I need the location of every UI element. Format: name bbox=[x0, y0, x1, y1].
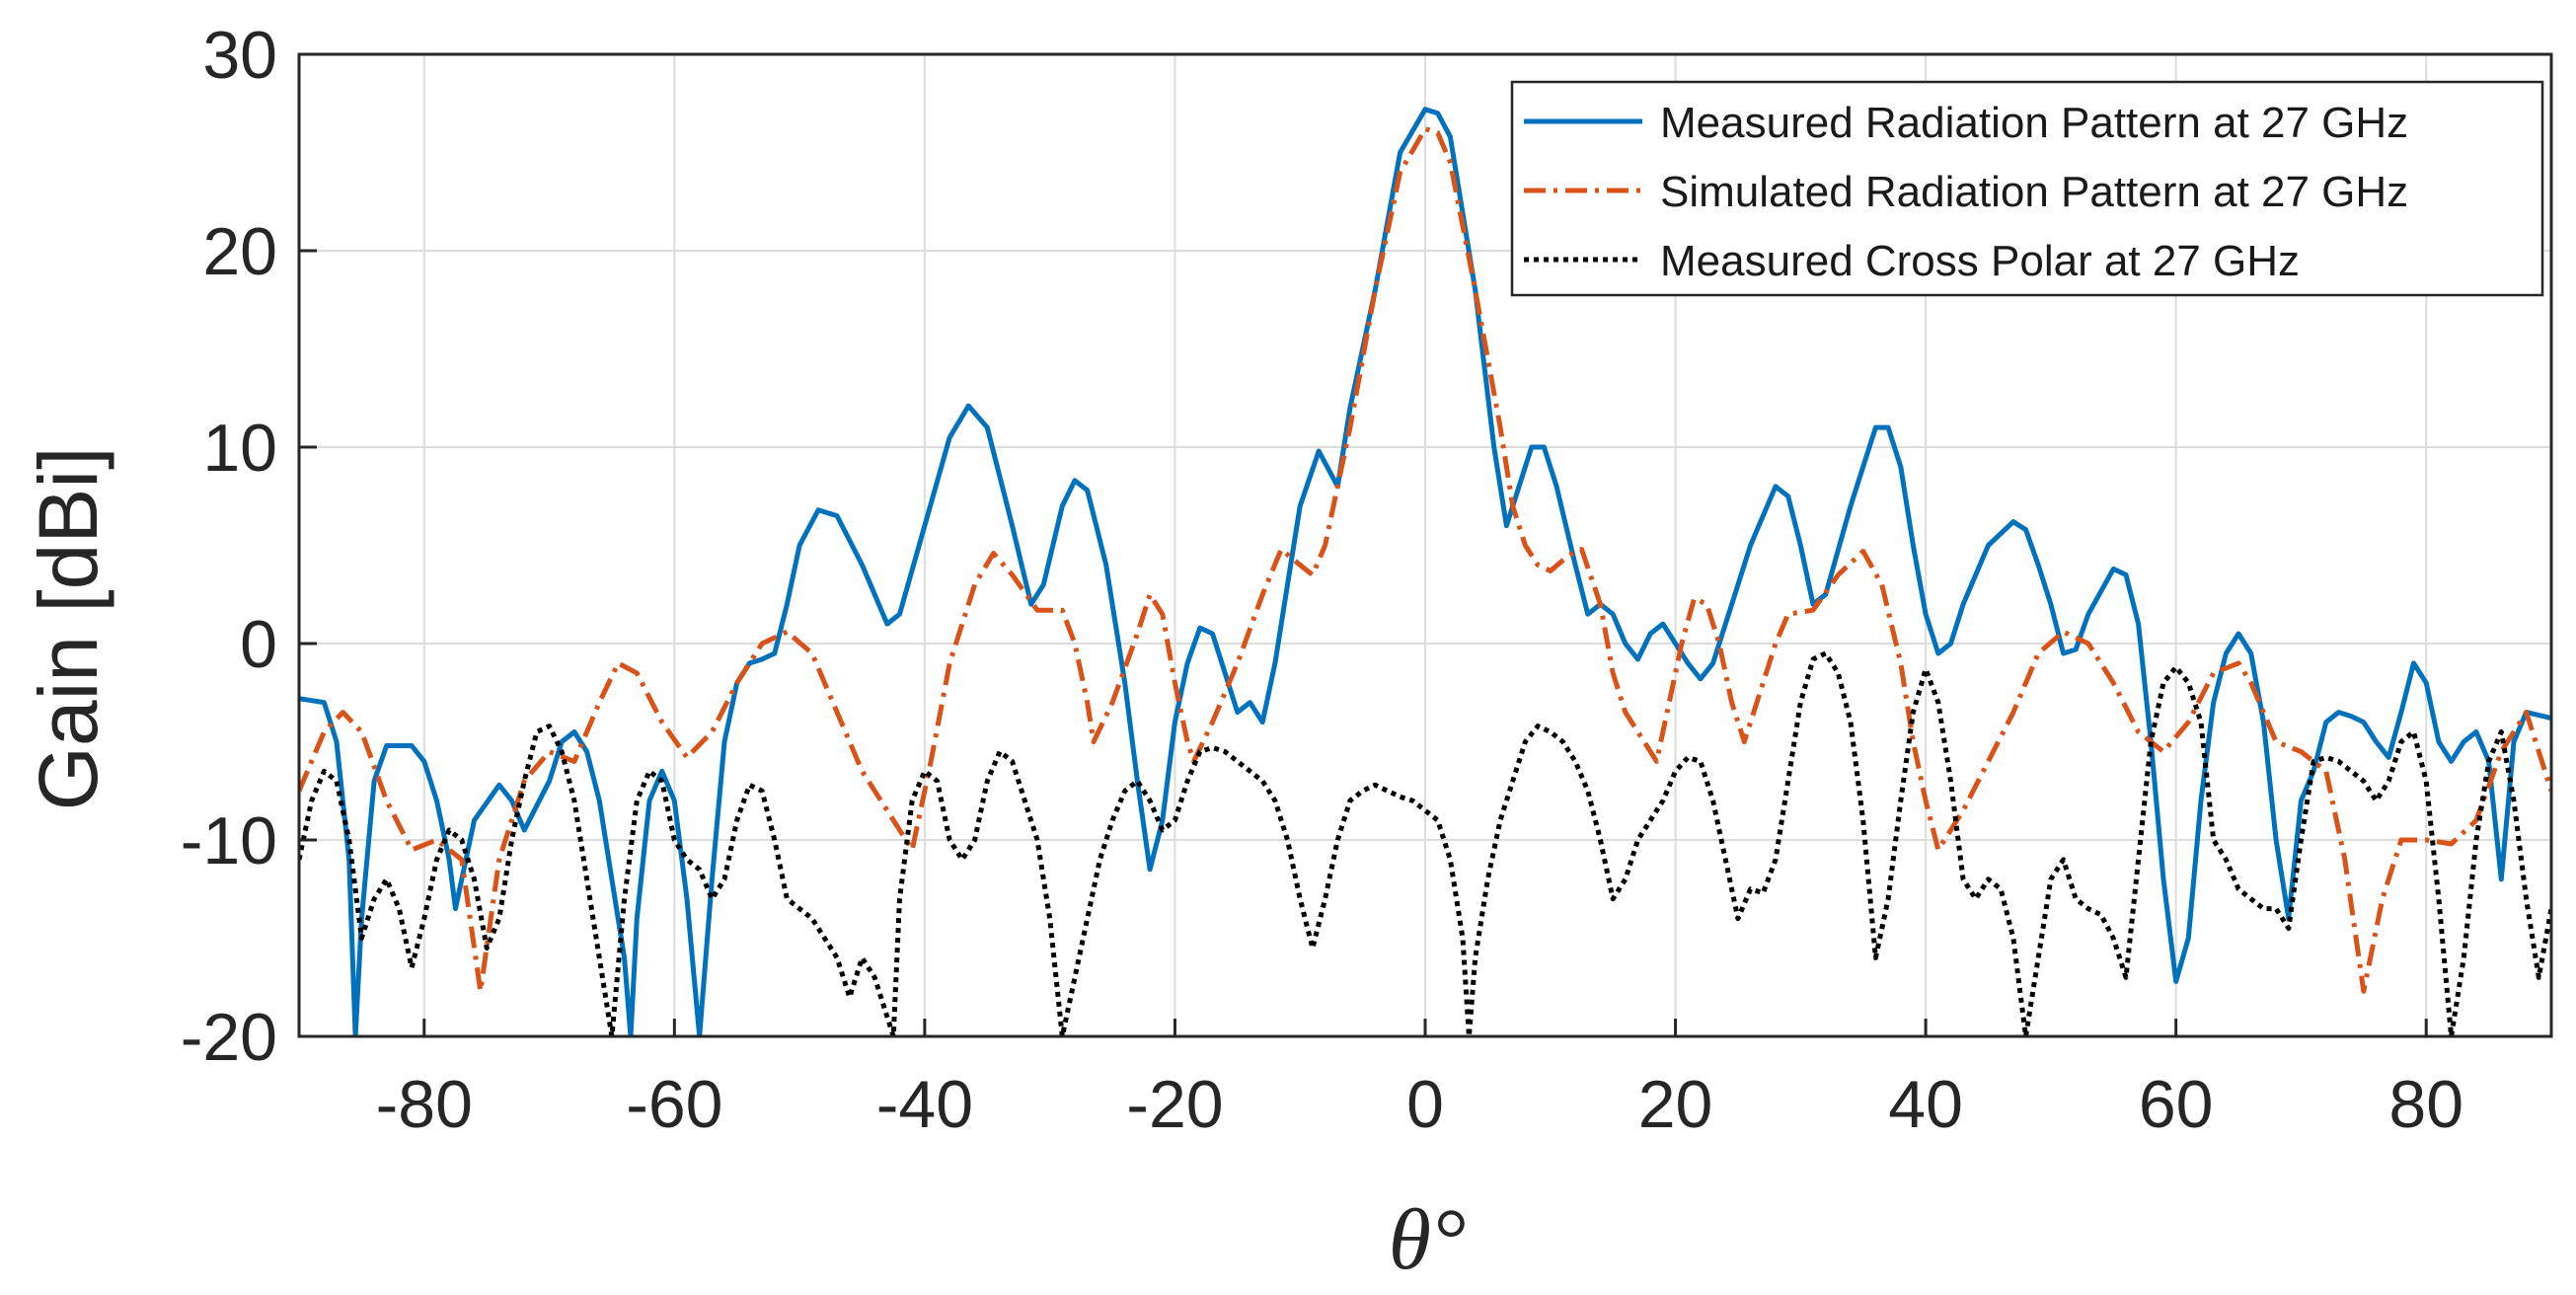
legend: Measured Radiation Pattern at 27 GHz Simu… bbox=[1510, 80, 2544, 297]
y-tick-label: 30 bbox=[202, 18, 277, 93]
legend-label-3: Measured Cross Polar at 27 GHz bbox=[1660, 237, 2300, 285]
x-tick-label: -40 bbox=[876, 1067, 973, 1142]
legend-box bbox=[1510, 80, 2544, 297]
y-tick-label: -20 bbox=[181, 1000, 277, 1075]
x-tick-label: -80 bbox=[376, 1067, 473, 1142]
series-line-2 bbox=[299, 126, 2551, 994]
x-axis-label: θ° bbox=[1389, 1192, 1466, 1288]
series-layer bbox=[299, 107, 2551, 1036]
x-tick-label: 60 bbox=[2139, 1067, 2214, 1142]
y-tick-label: -10 bbox=[181, 803, 277, 878]
y-tick-label: 10 bbox=[202, 411, 277, 486]
series-line-3 bbox=[299, 650, 2551, 1036]
legend-label-1: Measured Radiation Pattern at 27 GHz bbox=[1660, 99, 2408, 147]
axis-ticks: -80 -60 -40 -20 0 20 40 60 80 -20 -10 0 10 20 30 bbox=[181, 18, 2463, 1142]
x-tick-label: -60 bbox=[626, 1067, 722, 1142]
y-tick-label: 20 bbox=[202, 214, 277, 289]
x-tick-label: 40 bbox=[1888, 1067, 1963, 1142]
legend-label-2: Simulated Radiation Pattern at 27 GHz bbox=[1660, 168, 2408, 216]
x-tick-label: -20 bbox=[1126, 1067, 1223, 1142]
x-tick-label: 80 bbox=[2388, 1067, 2463, 1142]
x-tick-label: 20 bbox=[1638, 1067, 1713, 1142]
y-axis-label: Gain [dBi] bbox=[22, 447, 114, 811]
x-tick-label: 0 bbox=[1406, 1067, 1444, 1142]
y-tick-label: 0 bbox=[240, 607, 277, 682]
